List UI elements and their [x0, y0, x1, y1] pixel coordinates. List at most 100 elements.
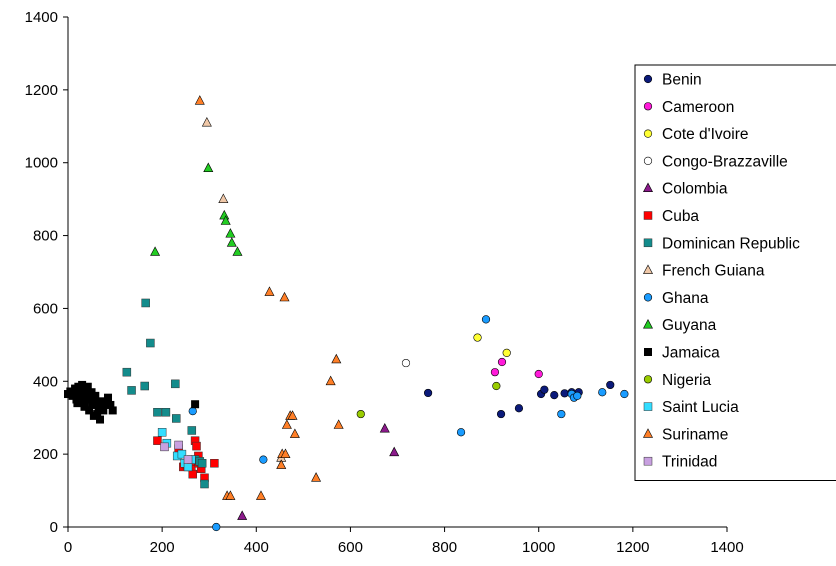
y-tick-label: 1400: [25, 9, 58, 26]
data-point: [80, 402, 89, 411]
legend-marker: [643, 129, 653, 138]
series-cote-d-ivoire: [473, 333, 511, 357]
data-point: [225, 490, 236, 500]
data-point: [219, 209, 230, 220]
legend-marker: [643, 182, 653, 192]
data-point: [573, 391, 582, 400]
data-point: [66, 387, 75, 396]
data-point: [177, 449, 187, 459]
legend-item: Nigeria: [643, 372, 711, 389]
data-point: [183, 455, 193, 464]
legend-label: Congo-Brazzaville: [662, 153, 788, 170]
data-point: [280, 448, 291, 458]
data-point: [281, 419, 292, 429]
data-point: [106, 400, 115, 409]
data-point: [146, 338, 155, 348]
data-point: [237, 510, 248, 520]
data-point: [153, 436, 162, 445]
x-tick-label: 1400: [710, 539, 743, 556]
data-point: [331, 353, 342, 364]
data-point: [560, 389, 569, 398]
legend-marker: [643, 74, 653, 84]
legend-marker: [643, 211, 653, 220]
data-point: [100, 399, 109, 408]
legend-marker: [643, 375, 653, 384]
data-point: [534, 369, 543, 379]
data-point: [379, 423, 390, 433]
data-point: [104, 393, 113, 402]
data-point: [157, 428, 167, 437]
data-point: [473, 333, 482, 342]
data-point: [550, 391, 559, 400]
data-point: [140, 381, 149, 391]
data-point: [200, 479, 209, 489]
legend-marker: [643, 293, 653, 302]
legend-item: Colombia: [643, 181, 728, 198]
data-point: [289, 428, 300, 438]
data-point: [325, 375, 336, 386]
series-congo-brazzaville: [401, 358, 411, 368]
series-colombia: [237, 423, 400, 520]
data-point: [86, 395, 95, 404]
data-point: [423, 388, 433, 398]
data-point: [161, 408, 171, 417]
data-point: [96, 415, 105, 424]
data-point: [255, 490, 266, 500]
data-point: [83, 382, 92, 391]
legend-item: Benin: [643, 72, 702, 89]
legend-label: Guyana: [662, 317, 717, 334]
data-point: [502, 348, 511, 357]
data-point: [73, 399, 82, 408]
legend-marker: [643, 102, 653, 111]
legend-label: Nigeria: [662, 372, 711, 389]
data-point: [259, 455, 268, 464]
series-trinidad: [160, 440, 193, 464]
x-tick-label: 1200: [616, 539, 649, 556]
x-tick-label: 0: [64, 539, 72, 556]
data-point: [225, 228, 236, 238]
y-tick-label: 1200: [25, 82, 58, 99]
legend-label: Cuba: [662, 208, 699, 225]
legend-label: Dominican Republic: [662, 235, 800, 252]
data-point: [171, 379, 180, 389]
data-point: [232, 246, 243, 256]
data-point: [606, 380, 615, 390]
y-tick-label: 800: [33, 228, 58, 245]
legend-marker: [643, 456, 653, 466]
legend-item: Suriname: [643, 426, 728, 443]
data-point: [540, 385, 549, 394]
legend-marker: [643, 319, 653, 329]
data-point: [212, 522, 221, 532]
legend-item: Guyana: [643, 317, 717, 334]
data-point: [187, 426, 197, 435]
x-tick-label: 800: [432, 539, 457, 556]
legend-label: Cote d'Ivoire: [662, 126, 749, 143]
data-point: [490, 368, 500, 377]
data-point: [389, 446, 400, 457]
data-point: [194, 95, 205, 105]
data-point: [188, 469, 197, 479]
legend-label: Ghana: [662, 290, 709, 307]
data-point: [99, 406, 108, 415]
legend-marker: [643, 402, 653, 411]
series-benin: [423, 380, 615, 419]
legend-item: Jamaica: [644, 345, 720, 362]
series-ghana: [188, 315, 629, 532]
x-tick-label: 600: [338, 539, 363, 556]
y-tick-label: 600: [33, 300, 58, 317]
legend-box: [634, 64, 836, 481]
legend-marker: [643, 238, 653, 248]
data-point: [264, 286, 275, 296]
data-point: [210, 459, 219, 468]
data-point: [497, 357, 507, 367]
data-point: [218, 193, 229, 203]
data-point: [201, 117, 212, 127]
data-point: [492, 381, 501, 391]
data-point: [401, 358, 411, 368]
data-point: [92, 399, 101, 408]
x-tick-label: 400: [244, 539, 269, 556]
series-french-guiana: [201, 117, 287, 462]
tick-labels: 0 200 400 600 800 1000 1200 1400 0 200 400 600 800 10…: [25, 9, 744, 556]
legend-item: Congo-Brazzaville: [643, 153, 788, 170]
